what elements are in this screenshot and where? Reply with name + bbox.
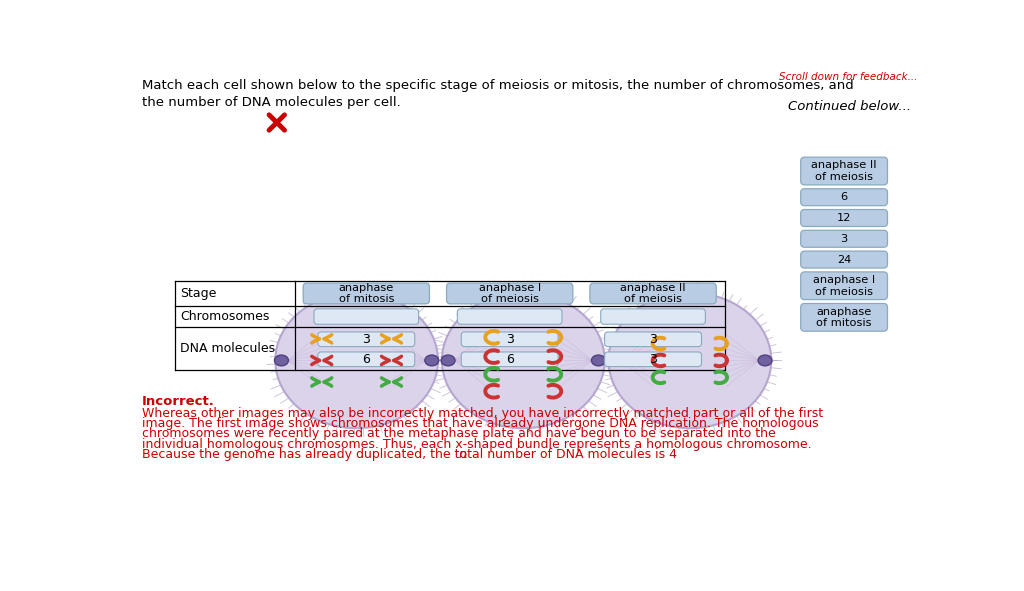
Text: Stage: Stage	[180, 287, 216, 300]
Text: anaphase
of mitosis: anaphase of mitosis	[816, 307, 871, 328]
FancyBboxPatch shape	[458, 309, 562, 324]
Text: 3: 3	[649, 353, 657, 366]
Text: anaphase II
of meiosis: anaphase II of meiosis	[621, 282, 686, 304]
Text: 12: 12	[837, 213, 851, 223]
FancyBboxPatch shape	[314, 309, 419, 324]
Text: 3: 3	[362, 333, 371, 346]
Text: individual homologous chromosomes. Thus, each x-shaped bundle represents a homol: individual homologous chromosomes. Thus,…	[142, 438, 812, 451]
Text: 3: 3	[506, 333, 514, 346]
FancyBboxPatch shape	[317, 352, 415, 366]
FancyBboxPatch shape	[461, 332, 558, 346]
FancyBboxPatch shape	[303, 283, 429, 304]
Text: Continued below...: Continued below...	[787, 100, 910, 113]
Text: 24: 24	[837, 255, 851, 265]
Ellipse shape	[758, 355, 772, 366]
FancyBboxPatch shape	[801, 230, 888, 247]
FancyBboxPatch shape	[801, 189, 888, 206]
FancyBboxPatch shape	[601, 309, 706, 324]
Text: anaphase II
of meiosis: anaphase II of meiosis	[811, 160, 877, 182]
Ellipse shape	[274, 355, 289, 366]
FancyBboxPatch shape	[590, 283, 716, 304]
FancyBboxPatch shape	[461, 352, 558, 366]
Text: Match each cell shown below to the specific stage of meiosis or mitosis, the num: Match each cell shown below to the speci…	[142, 79, 854, 109]
Ellipse shape	[275, 293, 438, 428]
Ellipse shape	[607, 355, 622, 366]
Text: Incorrect.: Incorrect.	[142, 395, 215, 408]
Text: image. The first image shows chromosomes that have already undergone DNA replica: image. The first image shows chromosomes…	[142, 417, 818, 430]
Text: anaphase
of mitosis: anaphase of mitosis	[339, 282, 394, 304]
FancyBboxPatch shape	[801, 210, 888, 226]
Text: Because the genome has already duplicated, the total number of DNA molecules is : Because the genome has already duplicate…	[142, 448, 677, 461]
Text: anaphase I
of meiosis: anaphase I of meiosis	[478, 282, 541, 304]
Text: anaphase I
of meiosis: anaphase I of meiosis	[813, 275, 876, 297]
Ellipse shape	[441, 355, 455, 366]
Text: 6: 6	[841, 192, 848, 202]
Text: chromosomes were recently paired at the metaphase plate and have begun to be sep: chromosomes were recently paired at the …	[142, 427, 776, 440]
FancyBboxPatch shape	[801, 272, 888, 300]
FancyBboxPatch shape	[604, 352, 701, 366]
Ellipse shape	[592, 355, 605, 366]
FancyBboxPatch shape	[801, 303, 888, 331]
FancyBboxPatch shape	[801, 157, 888, 185]
Text: 6: 6	[506, 353, 514, 366]
Ellipse shape	[608, 293, 771, 428]
Text: 3: 3	[649, 333, 657, 346]
Text: Scroll down for feedback...: Scroll down for feedback...	[778, 73, 916, 83]
Text: n: n	[459, 448, 467, 461]
Text: Whereas other images may also be incorrectly matched, you have incorrectly match: Whereas other images may also be incorre…	[142, 407, 823, 420]
Text: .: .	[464, 448, 468, 461]
FancyBboxPatch shape	[604, 332, 701, 346]
FancyBboxPatch shape	[446, 283, 572, 304]
Ellipse shape	[425, 355, 438, 366]
FancyBboxPatch shape	[317, 332, 415, 346]
Text: DNA molecules: DNA molecules	[180, 342, 275, 355]
FancyBboxPatch shape	[801, 251, 888, 268]
Ellipse shape	[442, 293, 604, 428]
Text: 6: 6	[362, 353, 371, 366]
Text: Chromosomes: Chromosomes	[180, 310, 269, 323]
Text: 3: 3	[841, 234, 848, 243]
